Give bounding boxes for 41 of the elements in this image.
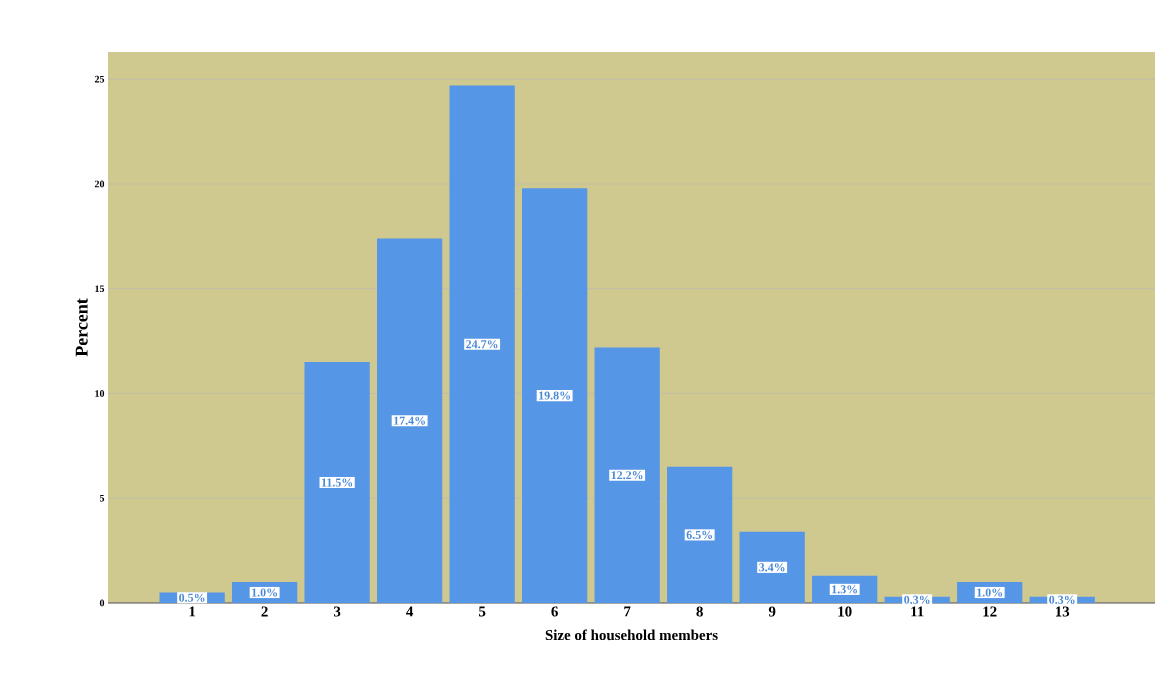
x-tick-label: 3 <box>333 606 341 617</box>
bar <box>522 188 588 603</box>
x-tick-label: 8 <box>696 606 703 617</box>
bar <box>594 347 660 603</box>
data-label: 19.8% <box>539 391 570 400</box>
x-tick-label: 2 <box>261 606 268 617</box>
x-tick-label: 12 <box>983 606 997 617</box>
data-label: 1.0% <box>252 588 277 597</box>
data-label: 0.3% <box>904 595 930 604</box>
bar <box>304 362 370 603</box>
x-tick-label: 6 <box>551 606 558 617</box>
data-label: 11.5% <box>321 478 353 487</box>
data-label: 1.0% <box>977 588 1003 597</box>
data-label: 17.4% <box>394 416 425 425</box>
y-tick-label: 15 <box>95 285 105 293</box>
x-tick-label: 11 <box>911 606 924 617</box>
bar <box>739 531 805 603</box>
y-tick-label: 10 <box>95 390 105 397</box>
bar <box>377 238 443 603</box>
x-tick-label: 9 <box>768 606 776 617</box>
x-tick-label: 7 <box>624 606 631 617</box>
data-label: 6.5% <box>686 530 712 539</box>
x-tick-label: 10 <box>838 606 852 617</box>
data-label: 1.3% <box>832 585 857 594</box>
x-tick-label: 1 <box>189 606 196 617</box>
x-tick-label: 13 <box>1055 606 1070 617</box>
y-tick-label: 20 <box>94 180 105 188</box>
data-label: 3.4% <box>759 563 785 572</box>
y-tick-label: 25 <box>94 75 105 83</box>
y-tick-label: 5 <box>99 494 105 502</box>
y-axis-title: Percent <box>75 298 88 357</box>
x-axis-title: Size of household members <box>545 629 718 641</box>
y-tick-label: 0 <box>99 599 105 607</box>
bar <box>449 85 515 603</box>
data-label: 24.7% <box>466 340 498 349</box>
data-label: 0.3% <box>1049 595 1075 604</box>
x-tick-label: 5 <box>479 606 486 617</box>
data-label: 12.2% <box>611 471 643 480</box>
bar <box>667 466 733 603</box>
x-tick-label: 4 <box>406 606 414 617</box>
data-label: 0.5% <box>179 593 205 602</box>
